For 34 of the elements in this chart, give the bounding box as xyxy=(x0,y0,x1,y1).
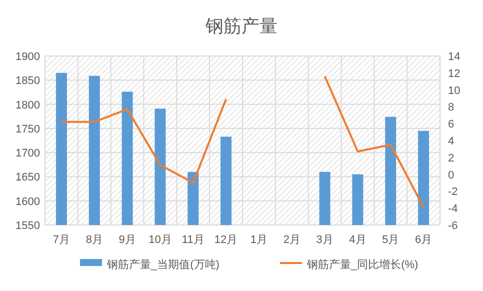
x-tick-label: 12月 xyxy=(214,234,238,246)
title: 钢筋产量 xyxy=(206,16,278,36)
y2-tick-label: -4 xyxy=(448,203,458,216)
y-tick-label: 1750 xyxy=(16,123,40,136)
x-tick-label: 10月 xyxy=(148,234,172,246)
y2-tick-label: 0 xyxy=(448,169,454,182)
y2-tick-label: -2 xyxy=(448,186,458,198)
y-tick-label: 1900 xyxy=(16,51,40,63)
x-tick-label: 6月 xyxy=(414,234,432,246)
x-tick-label: 1月 xyxy=(250,234,268,246)
y2-tick-label: 10 xyxy=(448,84,460,97)
y2-tick-label: -6 xyxy=(448,220,458,232)
y2-tick-label: 4 xyxy=(448,136,454,148)
x-tick-label: 8月 xyxy=(86,234,103,246)
x-tick-label: 11月 xyxy=(182,234,204,246)
x-tick-label: 2月 xyxy=(283,234,300,246)
x-tick-label: 9月 xyxy=(118,234,136,246)
y-tick-label: 1850 xyxy=(16,75,40,88)
legend-label: 钢筋产量_当期值(万吨) xyxy=(106,258,220,271)
x-tick-label: 3月 xyxy=(316,234,334,246)
x-tick-label: 7月 xyxy=(52,234,70,246)
y-tick-label: 1650 xyxy=(16,172,40,184)
y-tick-label: 1600 xyxy=(16,196,40,208)
y2-tick-label: 14 xyxy=(448,51,460,63)
y2-tick-label: 12 xyxy=(448,68,460,80)
y-tick-label: 1700 xyxy=(16,148,40,160)
y2-tick-label: 8 xyxy=(448,102,454,114)
y2-tick-label: 2 xyxy=(448,152,454,164)
y-tick-label: 1550 xyxy=(16,220,40,232)
x-tick-label: 4月 xyxy=(349,234,366,246)
legend-label: 钢筋产量_同比增长(%) xyxy=(306,258,418,271)
y-tick-label: 1800 xyxy=(16,99,40,112)
x-tick-label: 5月 xyxy=(382,234,400,246)
y2-tick-label: 6 xyxy=(448,118,454,131)
